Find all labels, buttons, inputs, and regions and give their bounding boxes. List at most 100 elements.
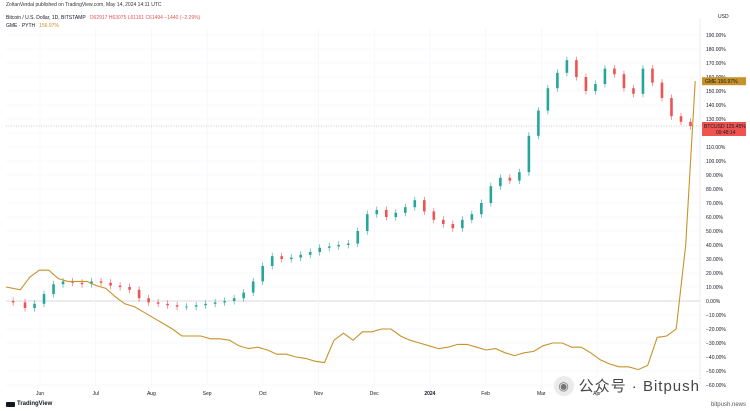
btc-candle — [442, 219, 445, 224]
watermark-text: 公众号 · Bitpush — [578, 378, 700, 395]
btc-candle — [71, 281, 74, 283]
y-tick-label: 170.00% — [706, 61, 726, 67]
btc-price-tag-label: BTCUSD 125.45% — [704, 124, 746, 130]
x-tick-label: Apr — [593, 391, 601, 397]
btc-candle — [451, 224, 455, 229]
y-tick-label: −10.00% — [706, 313, 726, 319]
btc-candle — [489, 186, 493, 203]
btc-candle — [242, 292, 245, 299]
y-tick-label: −30.00% — [706, 341, 726, 347]
tradingview-mark-icon — [6, 401, 15, 407]
btc-candle — [632, 88, 635, 94]
btc-candle — [575, 60, 578, 77]
btc-candle — [308, 252, 312, 255]
btc-candle — [270, 256, 274, 266]
btc-candle — [223, 301, 226, 303]
btc-candle — [660, 82, 664, 98]
y-tick-label: 190.00% — [706, 33, 726, 39]
btc-candle — [413, 200, 417, 208]
tradingview-logo: TradingView — [6, 401, 52, 407]
y-tick-label: −60.00% — [706, 383, 726, 389]
btc-candle — [147, 298, 150, 303]
y-tick-label: 40.00% — [706, 243, 724, 249]
wechat-icon: ◉ — [553, 375, 574, 396]
btc-candle — [527, 135, 531, 173]
btc-candle — [622, 74, 626, 89]
publish-line: ZoltanVerdal published on TradingView.co… — [6, 2, 162, 8]
y-tick-label: 100.00% — [706, 159, 726, 165]
legend-btc-ohlc: O62917 H63075 L61151 C61494 −1440 (−2.29… — [89, 15, 201, 21]
btc-candle — [137, 289, 141, 299]
x-tick-label: Feb — [481, 391, 490, 397]
btc-candle — [584, 77, 588, 91]
btc-candle — [641, 68, 645, 94]
btc-candle — [118, 285, 122, 287]
btc-candle — [204, 303, 207, 306]
tradingview-brand: TradingView — [17, 401, 53, 407]
btc-candle — [670, 98, 673, 117]
btc-candle — [603, 68, 607, 84]
y-tick-label: 50.00% — [706, 229, 724, 235]
y-tick-label: 80.00% — [706, 187, 724, 193]
btc-candle — [280, 256, 283, 259]
btc-candle — [42, 294, 46, 304]
x-tick-label: Jun — [36, 391, 44, 397]
y-tick-label: 20.00% — [706, 271, 724, 277]
y-tick-label: 60.00% — [706, 215, 724, 221]
btc-candle — [289, 257, 293, 259]
y-tick-label: 130.00% — [706, 117, 726, 123]
btc-candle — [61, 281, 65, 285]
y-axis-unit: USD — [718, 14, 729, 20]
btc-candle — [23, 302, 27, 308]
btc-candle — [251, 281, 255, 293]
btc-price-tag-time: 09:48:14 — [716, 130, 736, 136]
legend-row-gme: GME · PYTH 156.97% — [6, 22, 200, 30]
legend-row-btc: Bitcoin / U.S. Dollar, 1D, BITSTAMP O629… — [6, 14, 200, 22]
x-tick-label: Oct — [259, 391, 267, 397]
btc-candle — [461, 219, 464, 229]
btc-candle — [546, 88, 550, 111]
btc-candle — [90, 281, 93, 285]
btc-candle — [356, 231, 360, 244]
btc-candle — [394, 212, 398, 217]
btc-candle — [423, 200, 426, 212]
watermark: ◉ 公众号 · Bitpush — [553, 375, 700, 396]
btc-candle — [346, 243, 350, 245]
btc-candle — [156, 302, 160, 304]
y-tick-label: 140.00% — [706, 103, 726, 109]
y-tick-label: 180.00% — [706, 47, 726, 53]
y-tick-label: 10.00% — [706, 285, 724, 291]
x-tick-label: Jul — [92, 391, 98, 397]
x-tick-label: 2024 — [424, 391, 435, 397]
btc-candle — [33, 303, 36, 308]
btc-candle — [384, 210, 388, 217]
btc-candle — [128, 287, 131, 290]
btc-candle — [651, 68, 654, 83]
btc-candle — [432, 211, 436, 220]
btc-candle — [318, 247, 322, 252]
y-tick-label: 90.00% — [706, 173, 724, 179]
btc-candle — [166, 303, 169, 306]
btc-candle — [403, 207, 407, 213]
btc-candle — [537, 110, 540, 136]
gme-line — [5, 81, 696, 371]
btc-candle — [365, 214, 369, 231]
y-tick-label: 150.00% — [706, 89, 726, 95]
btc-candle — [556, 72, 559, 89]
btc-candle — [518, 172, 521, 181]
btc-candle — [11, 301, 15, 303]
btc-candle — [232, 298, 236, 301]
gme-price-tag — [702, 77, 746, 86]
btc-candle — [327, 246, 331, 248]
btc-candle — [470, 214, 474, 220]
btc-candle — [337, 245, 341, 247]
watermark-site: bitpush.news — [710, 402, 746, 408]
btc-candle — [99, 281, 103, 283]
y-tick-label: 30.00% — [706, 257, 724, 263]
chart-legend: Bitcoin / U.S. Dollar, 1D, BITSTAMP O629… — [6, 14, 200, 30]
btc-candle — [175, 305, 179, 307]
btc-candle — [679, 116, 683, 122]
btc-candle — [261, 266, 264, 282]
btc-candle — [613, 68, 616, 75]
